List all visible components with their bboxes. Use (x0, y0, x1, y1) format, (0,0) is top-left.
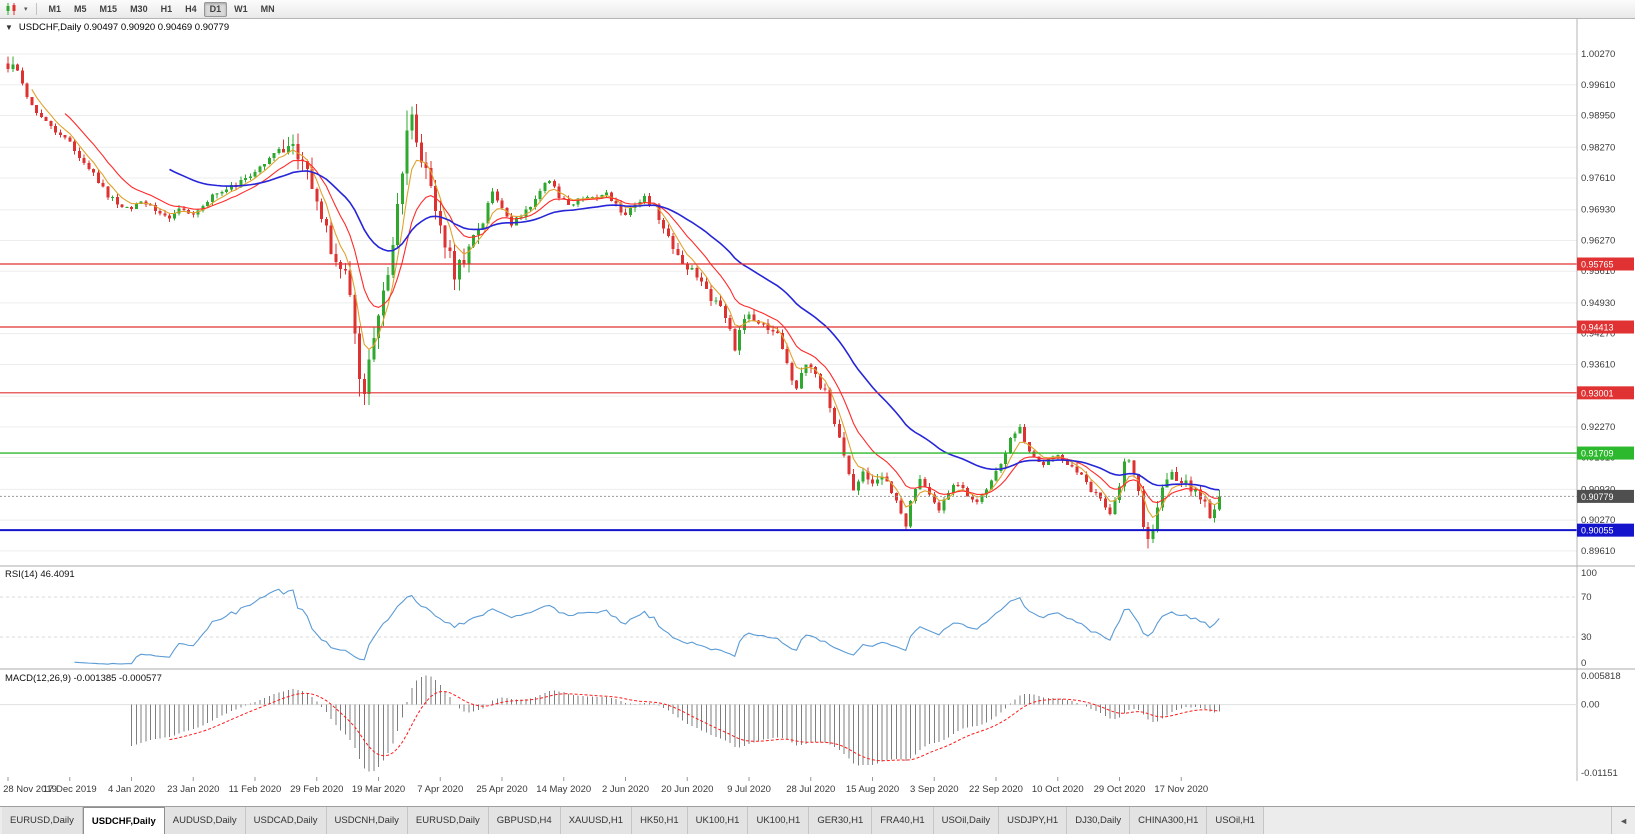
chart-type-dropdown-icon[interactable]: ▾ (24, 6, 28, 13)
timeframe-button-m15[interactable]: M15 (99, 3, 118, 14)
chart-tab-uk100-h1[interactable]: UK100,H1 (748, 807, 810, 834)
rsi-scale-label: 100 (1581, 568, 1597, 579)
date-axis-label: 23 Jan 2020 (167, 784, 219, 795)
moving-average-fast (31, 88, 1220, 519)
date-axis-label: 3 Sep 2020 (910, 784, 959, 795)
price-tag: 0.90055 (1577, 523, 1634, 537)
price-axis-label: 0.97610 (1581, 173, 1615, 184)
moving-average-slow (169, 168, 1220, 491)
chart-type-icon[interactable] (4, 2, 20, 16)
price-axis-label: 0.90270 (1581, 515, 1615, 526)
date-axis-label: 28 Jul 2020 (786, 784, 835, 795)
price-tag-label: 0.94413 (1581, 323, 1614, 333)
price-axis-label: 0.98270 (1581, 142, 1615, 153)
macd-signal-line (169, 691, 1220, 762)
chart-tab-hk50-h1[interactable]: HK50,H1 (632, 807, 688, 834)
rsi-line (74, 588, 1220, 665)
chart-tab-eurusd-daily[interactable]: EURUSD,Daily (2, 807, 83, 834)
chart-tab-usoil-daily[interactable]: USOil,Daily (933, 807, 1000, 834)
date-axis-label: 29 Oct 2020 (1094, 784, 1146, 795)
moving-average-medium (64, 113, 1220, 504)
macd-histogram (131, 675, 1220, 772)
price-axis-label: 0.92270 (1581, 422, 1615, 433)
chart-tab-audusd-daily[interactable]: AUDUSD,Daily (164, 807, 246, 834)
price-tag: 0.94413 (1577, 320, 1634, 334)
chart-tab-usdcnh-daily[interactable]: USDCNH,Daily (326, 807, 408, 834)
chart-tab-usdcad-daily[interactable]: USDCAD,Daily (245, 807, 327, 834)
chart-window: 1.00270 0.99610 0.98950 0.98270 0.97610 0.969… (0, 19, 1635, 806)
price-tag: 0.93001 (1577, 386, 1634, 400)
price-tag-label: 0.90055 (1581, 526, 1614, 536)
date-axis-label: 25 Apr 2020 (476, 784, 527, 795)
timeframe-button-w1[interactable]: W1 (234, 3, 248, 14)
price-axis-label: 0.95610 (1581, 266, 1615, 277)
date-axis-label: 22 Sep 2020 (969, 784, 1023, 795)
price-axis-label: 0.94930 (1581, 298, 1615, 309)
chart-tab-gbpusd-h4[interactable]: GBPUSD,H4 (488, 807, 561, 834)
date-axis-label: 29 Feb 2020 (290, 784, 343, 795)
date-axis-label: 28 Nov 2019 (3, 784, 57, 795)
chart-tab-china300-h1[interactable]: CHINA300,H1 (1130, 807, 1208, 834)
timeframe-button-mn[interactable]: MN (260, 3, 275, 14)
price-axis-label: 0.98950 (1581, 111, 1615, 122)
candlestick-glyph (6, 3, 16, 15)
price-tag: 0.90779 (1577, 489, 1634, 503)
chart-tab-fra40-h1[interactable]: FRA40,H1 (872, 807, 934, 834)
date-axis-label: 17 Dec 2019 (43, 784, 97, 795)
price-tag-label: 0.90779 (1581, 492, 1614, 502)
timeframe-button-h1[interactable]: H1 (160, 3, 173, 14)
price-axis-label: 0.99610 (1581, 80, 1615, 91)
price-axis-label: 0.90930 (1581, 484, 1615, 495)
date-axis-label: 2 Jun 2020 (602, 784, 649, 795)
price-chart-canvas[interactable]: 1.00270 0.99610 0.98950 0.98270 0.97610 0.969… (0, 19, 1635, 806)
timeframe-button-m1[interactable]: M1 (48, 3, 62, 14)
price-axis-label: 1.00270 (1581, 49, 1615, 60)
toolbar-separator (35, 3, 37, 15)
price-tag: 0.91709 (1577, 446, 1634, 460)
price-axis-label: 0.93610 (1581, 359, 1615, 370)
macd-scale-label: 0.005818 (1581, 671, 1621, 682)
price-axis-label: 0.89610 (1581, 546, 1615, 557)
top-toolbar: ▾ M1 M5 M15 M30 H1 H4 D1 W1 MN (0, 0, 1635, 19)
timeframe-button-m5[interactable]: M5 (74, 3, 87, 14)
date-axis-label: 11 Feb 2020 (229, 784, 282, 795)
price-tag-label: 0.95765 (1581, 260, 1614, 270)
price-axis-label: 0.94270 (1581, 329, 1615, 340)
timeframe-button-m30[interactable]: M30 (130, 3, 148, 14)
chart-tabs-bar: EURUSD,Daily USDCHF,Daily AUDUSD,Daily USDC… (0, 806, 1635, 834)
price-axis-label: 0.96270 (1581, 235, 1615, 246)
macd-scale-label: -0.01151 (1581, 768, 1618, 779)
date-axis-label: 14 May 2020 (536, 784, 591, 795)
rsi-scale-label: 30 (1581, 632, 1592, 643)
date-axis-label: 20 Jun 2020 (661, 784, 713, 795)
chart-tab-dj30-daily[interactable]: DJ30,Daily (1067, 807, 1131, 834)
chart-tab-usdchf-daily[interactable]: USDCHF,Daily (82, 807, 165, 834)
date-axis-label: 9 Jul 2020 (727, 784, 771, 795)
rsi-scale-label: 0 (1581, 658, 1586, 669)
macd-scale-label: 0.00 (1581, 700, 1600, 711)
price-tag-label: 0.91709 (1581, 449, 1614, 459)
chart-tab-ger30-h1[interactable]: GER30,H1 (809, 807, 873, 834)
timeframe-button-d1[interactable]: D1 (203, 1, 228, 17)
date-axis-label: 10 Oct 2020 (1032, 784, 1084, 795)
timeframe-buttons: M1 M5 M15 M30 H1 H4 D1 W1 MN (43, 1, 281, 17)
date-axis-label: 7 Apr 2020 (417, 784, 463, 795)
chart-tab-uk100-h1[interactable]: UK100,H1 (687, 807, 749, 834)
chart-tab-usdjpy-h1[interactable]: USDJPY,H1 (999, 807, 1068, 834)
timeframe-button-h4[interactable]: H4 (185, 3, 197, 14)
chart-tab-xauusd-h1[interactable]: XAUUSD,H1 (560, 807, 633, 834)
date-axis-label: 15 Aug 2020 (846, 784, 899, 795)
tabs-scroll-left-icon[interactable]: ◄ (1611, 807, 1635, 834)
date-axis-label: 4 Jan 2020 (108, 784, 155, 795)
rsi-scale-label: 70 (1581, 592, 1592, 603)
chart-tab-usoil-h1[interactable]: USOil,H1 (1207, 807, 1264, 834)
date-axis-label: 19 Mar 2020 (352, 784, 405, 795)
price-axis-label: 0.96930 (1581, 205, 1615, 216)
price-tag-label: 0.93001 (1581, 388, 1614, 398)
price-tag: 0.95765 (1577, 257, 1634, 271)
date-axis-label: 17 Nov 2020 (1154, 784, 1208, 795)
chart-tab-eurusd-daily[interactable]: EURUSD,Daily (407, 807, 489, 834)
